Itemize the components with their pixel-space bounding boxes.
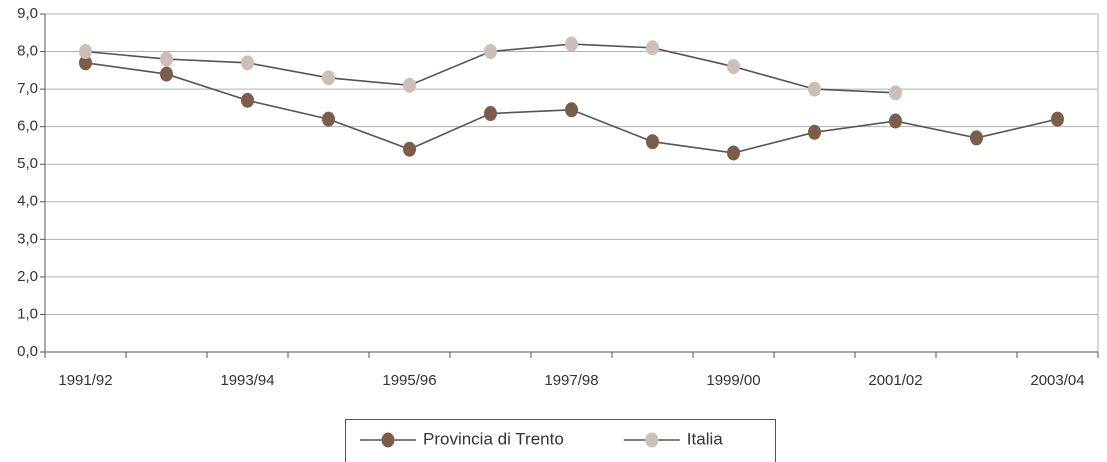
data-point xyxy=(322,70,335,86)
x-tick-label: 1999/00 xyxy=(706,372,760,389)
data-point xyxy=(403,141,416,157)
y-tick-label: 9,0 xyxy=(17,5,38,22)
data-point xyxy=(646,40,659,56)
y-tick-label: 2,0 xyxy=(17,268,38,285)
data-point xyxy=(241,55,254,71)
data-point xyxy=(889,113,902,129)
y-tick-label: 0,0 xyxy=(17,343,38,360)
data-point xyxy=(808,124,821,140)
data-point xyxy=(565,36,578,52)
x-tick-label: 2001/02 xyxy=(868,372,922,389)
data-point xyxy=(160,66,173,82)
legend-box xyxy=(345,419,776,462)
data-point xyxy=(727,59,740,75)
data-point xyxy=(484,44,497,60)
y-tick-label: 7,0 xyxy=(17,80,38,97)
y-tick-label: 6,0 xyxy=(17,118,38,135)
data-point xyxy=(1051,111,1064,127)
y-tick-label: 1,0 xyxy=(17,305,38,322)
data-point xyxy=(889,85,902,101)
legend-marker xyxy=(645,432,659,448)
x-tick-label: 1995/96 xyxy=(382,372,436,389)
data-point xyxy=(565,102,578,118)
x-tick-label: 1993/94 xyxy=(220,372,274,389)
legend-marker xyxy=(381,432,395,448)
data-point xyxy=(79,55,92,71)
x-tick-label: 2003/04 xyxy=(1030,372,1084,389)
legend-label: Italia xyxy=(687,429,723,448)
data-point xyxy=(160,51,173,67)
data-point xyxy=(727,145,740,161)
y-tick-label: 3,0 xyxy=(17,230,38,247)
y-tick-label: 4,0 xyxy=(17,193,38,210)
data-point xyxy=(808,81,821,97)
data-point xyxy=(403,77,416,93)
data-point xyxy=(322,111,335,127)
x-tick-label: 1997/98 xyxy=(544,372,598,389)
y-tick-label: 8,0 xyxy=(17,43,38,60)
legend-label: Provincia di Trento xyxy=(423,429,564,448)
data-point xyxy=(241,92,254,108)
data-point xyxy=(79,44,92,60)
data-point xyxy=(970,130,983,146)
data-point xyxy=(646,134,659,150)
x-tick-label: 1991/92 xyxy=(58,372,112,389)
data-point xyxy=(484,106,497,122)
y-tick-label: 5,0 xyxy=(17,155,38,172)
